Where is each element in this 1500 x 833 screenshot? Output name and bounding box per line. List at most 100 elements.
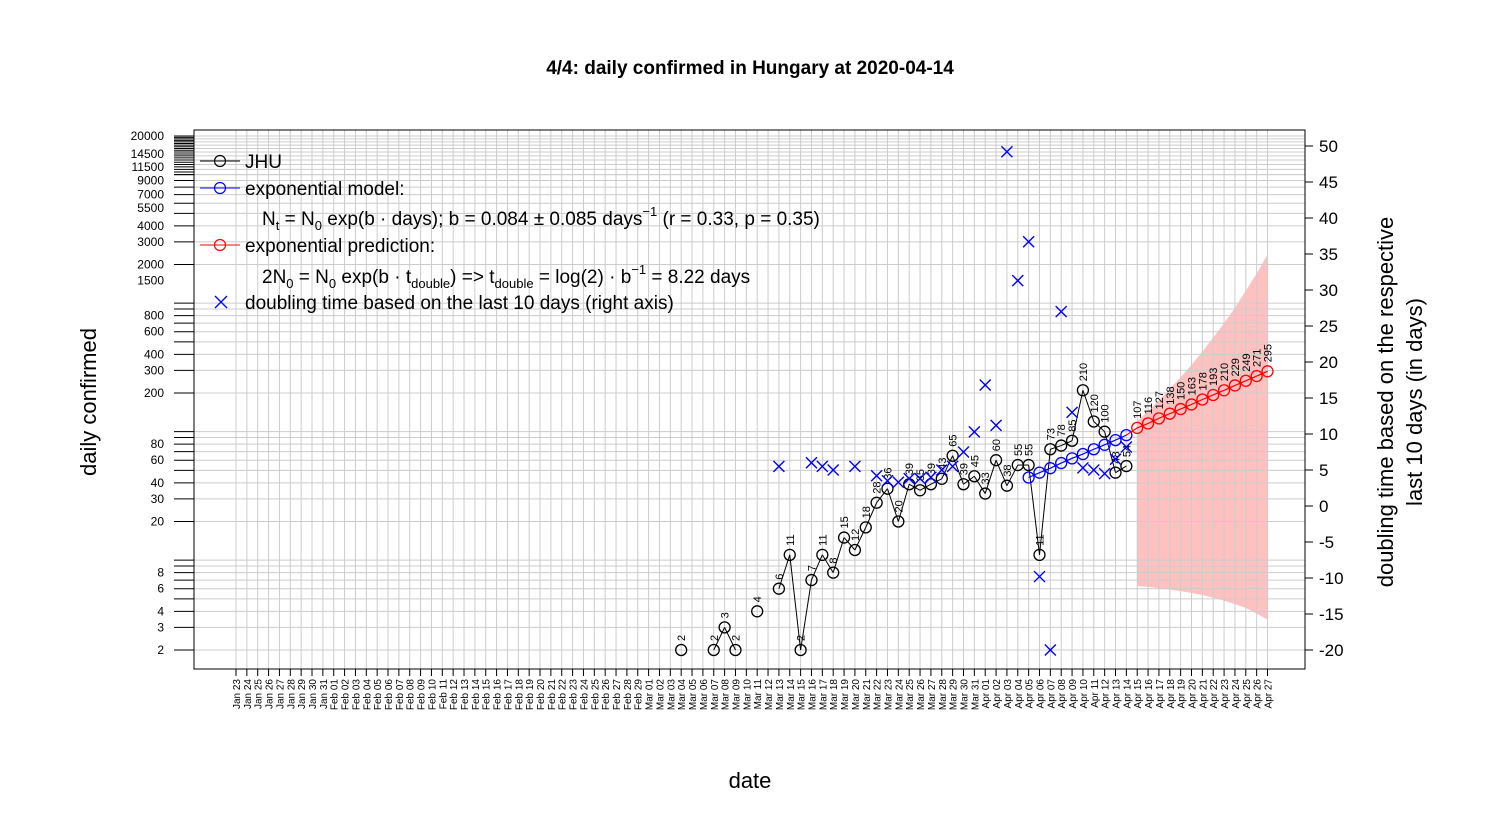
- doubling-cross-b: [968, 425, 981, 438]
- x-tick-label: Apr 13: [1111, 679, 1122, 709]
- x-tick-label: Feb 11: [438, 679, 449, 710]
- prediction-data-label: 210: [1219, 363, 1231, 381]
- jhu-line-segment: [724, 627, 736, 651]
- x-tick-label: Apr 12: [1101, 679, 1112, 709]
- x-tick-label: Apr 11: [1090, 679, 1101, 708]
- y-tick-label: 2: [157, 643, 164, 657]
- x-tick-label: Mar 12: [764, 679, 775, 711]
- y-tick-label: 30: [151, 492, 165, 506]
- doubling-cross-b: [772, 460, 785, 473]
- jhu-point: [989, 454, 1003, 467]
- x-tick-label: Apr 15: [1133, 679, 1144, 709]
- doubling-cross-b: [1000, 145, 1013, 158]
- y-tick-label: 5500: [137, 201, 164, 215]
- doubling-cross-b: [924, 471, 937, 484]
- y2-tick-label: 20: [1319, 353, 1338, 372]
- model-point: [1087, 443, 1100, 456]
- x-tick-label: Apr 08: [1057, 679, 1068, 709]
- x-tick-label: Apr 07: [1046, 679, 1057, 709]
- y2-tick-label: 5: [1319, 461, 1328, 480]
- x-tick-label: Apr 05: [1025, 679, 1036, 709]
- y2-tick-label: 25: [1319, 317, 1338, 336]
- legend-label-model: exponential model:: [245, 179, 405, 200]
- y2-tick-label: -20: [1319, 641, 1344, 660]
- legend-prediction-equation: 2N0 = N0 exp(b · tdouble) => tdouble = l…: [262, 262, 750, 291]
- x-tick-label: Mar 28: [938, 679, 949, 711]
- jhu-point: [935, 472, 948, 485]
- jhu-data-label: 35: [915, 469, 927, 481]
- y-tick-label: 1500: [137, 274, 164, 288]
- x-tick-label: Jan 30: [308, 679, 319, 709]
- jhu-point: [1033, 548, 1046, 562]
- prediction-data-label: 229: [1230, 358, 1242, 376]
- doubling-time-point: [1076, 461, 1089, 474]
- y-axis-label: daily confirmed: [76, 328, 101, 476]
- legend-label-doubling: doubling time based on the last 10 days …: [245, 293, 674, 314]
- prediction-point: [1261, 365, 1274, 378]
- x-tick-label: Jan 27: [275, 679, 286, 709]
- y-tick-label: 11500: [132, 160, 165, 174]
- doubling-time-point: [892, 476, 905, 489]
- prediction-point: [1163, 407, 1176, 420]
- x-tick-label: Apr 21: [1198, 679, 1209, 709]
- y-tick-label: 40: [151, 476, 165, 490]
- x-tick-label: Feb 17: [503, 679, 514, 711]
- legend: JHU exponential model: Nt = N0 exp(b · d…: [200, 152, 820, 314]
- x-tick-label: Mar 02: [655, 679, 666, 711]
- jhu-point: [1000, 479, 1014, 492]
- y-tick-label: 3000: [137, 235, 164, 249]
- doubling-time-point: [946, 460, 959, 473]
- jhu-data-label: 20: [893, 500, 905, 512]
- jhu-data-label: 2: [709, 635, 721, 641]
- x-tick-label: Mar 04: [677, 679, 688, 711]
- doubling-time-point: [1066, 406, 1079, 419]
- doubling-time-point: [1055, 305, 1068, 318]
- x-tick-label: Feb 13: [460, 679, 471, 711]
- model-point: [1098, 438, 1111, 451]
- jhu-point: [805, 573, 818, 587]
- x-tick-label: Feb 29: [634, 679, 645, 711]
- x-tick-label: Feb 07: [395, 679, 406, 711]
- jhu-data-label: 78: [1056, 424, 1068, 436]
- prediction-point: [1217, 384, 1231, 397]
- doubling-cross-b: [1055, 305, 1068, 318]
- doubling-time-point: [772, 460, 785, 473]
- x-tick-label: Mar 11: [753, 679, 764, 710]
- y-tick-label: 4: [157, 604, 164, 618]
- legend-label-prediction: exponential prediction:: [245, 236, 435, 257]
- jhu-line-segment: [800, 580, 812, 651]
- doubling-cross-b: [827, 464, 840, 476]
- prediction-point: [1196, 393, 1209, 406]
- doubling-cross-b: [816, 460, 829, 473]
- x-tick-label: Apr 16: [1144, 679, 1155, 709]
- x-tick-label: Mar 31: [970, 679, 981, 711]
- jhu-point: [675, 643, 688, 657]
- doubling-time-point: [827, 464, 840, 476]
- jhu-point: [827, 566, 840, 579]
- prediction-point: [1228, 379, 1242, 392]
- jhu-data-label: 2: [730, 635, 742, 641]
- y-tick-label: 6: [157, 582, 164, 596]
- doubling-time-point: [935, 464, 948, 476]
- model-point: [1109, 433, 1122, 447]
- y2-tick-label: 15: [1319, 389, 1338, 408]
- x-tick-label: Apr 20: [1188, 679, 1199, 709]
- prediction-data-label: 193: [1208, 368, 1220, 386]
- jhu-data-label: 15: [839, 516, 851, 528]
- doubling-cross-b: [1033, 570, 1046, 583]
- jhu-data-label: 12: [850, 529, 862, 541]
- doubling-cross-b: [946, 460, 959, 473]
- x-tick-label: Mar 17: [818, 679, 829, 711]
- doubling-time-point: [903, 472, 916, 485]
- y2-tick-label: 0: [1319, 497, 1328, 516]
- model-point: [1022, 471, 1035, 484]
- jhu-line-segment: [811, 554, 823, 581]
- x-tick-label: Apr 18: [1166, 679, 1177, 709]
- jhu-data-label: 3: [720, 612, 732, 618]
- y2-tick-label: 10: [1319, 425, 1338, 444]
- jhu-line-segment: [843, 537, 856, 551]
- x-tick-label: Feb 19: [525, 679, 536, 711]
- jhu-data-label: 55: [1013, 444, 1025, 456]
- jhu-data-label: 43: [937, 458, 949, 470]
- jhu-line-segment: [995, 459, 1008, 486]
